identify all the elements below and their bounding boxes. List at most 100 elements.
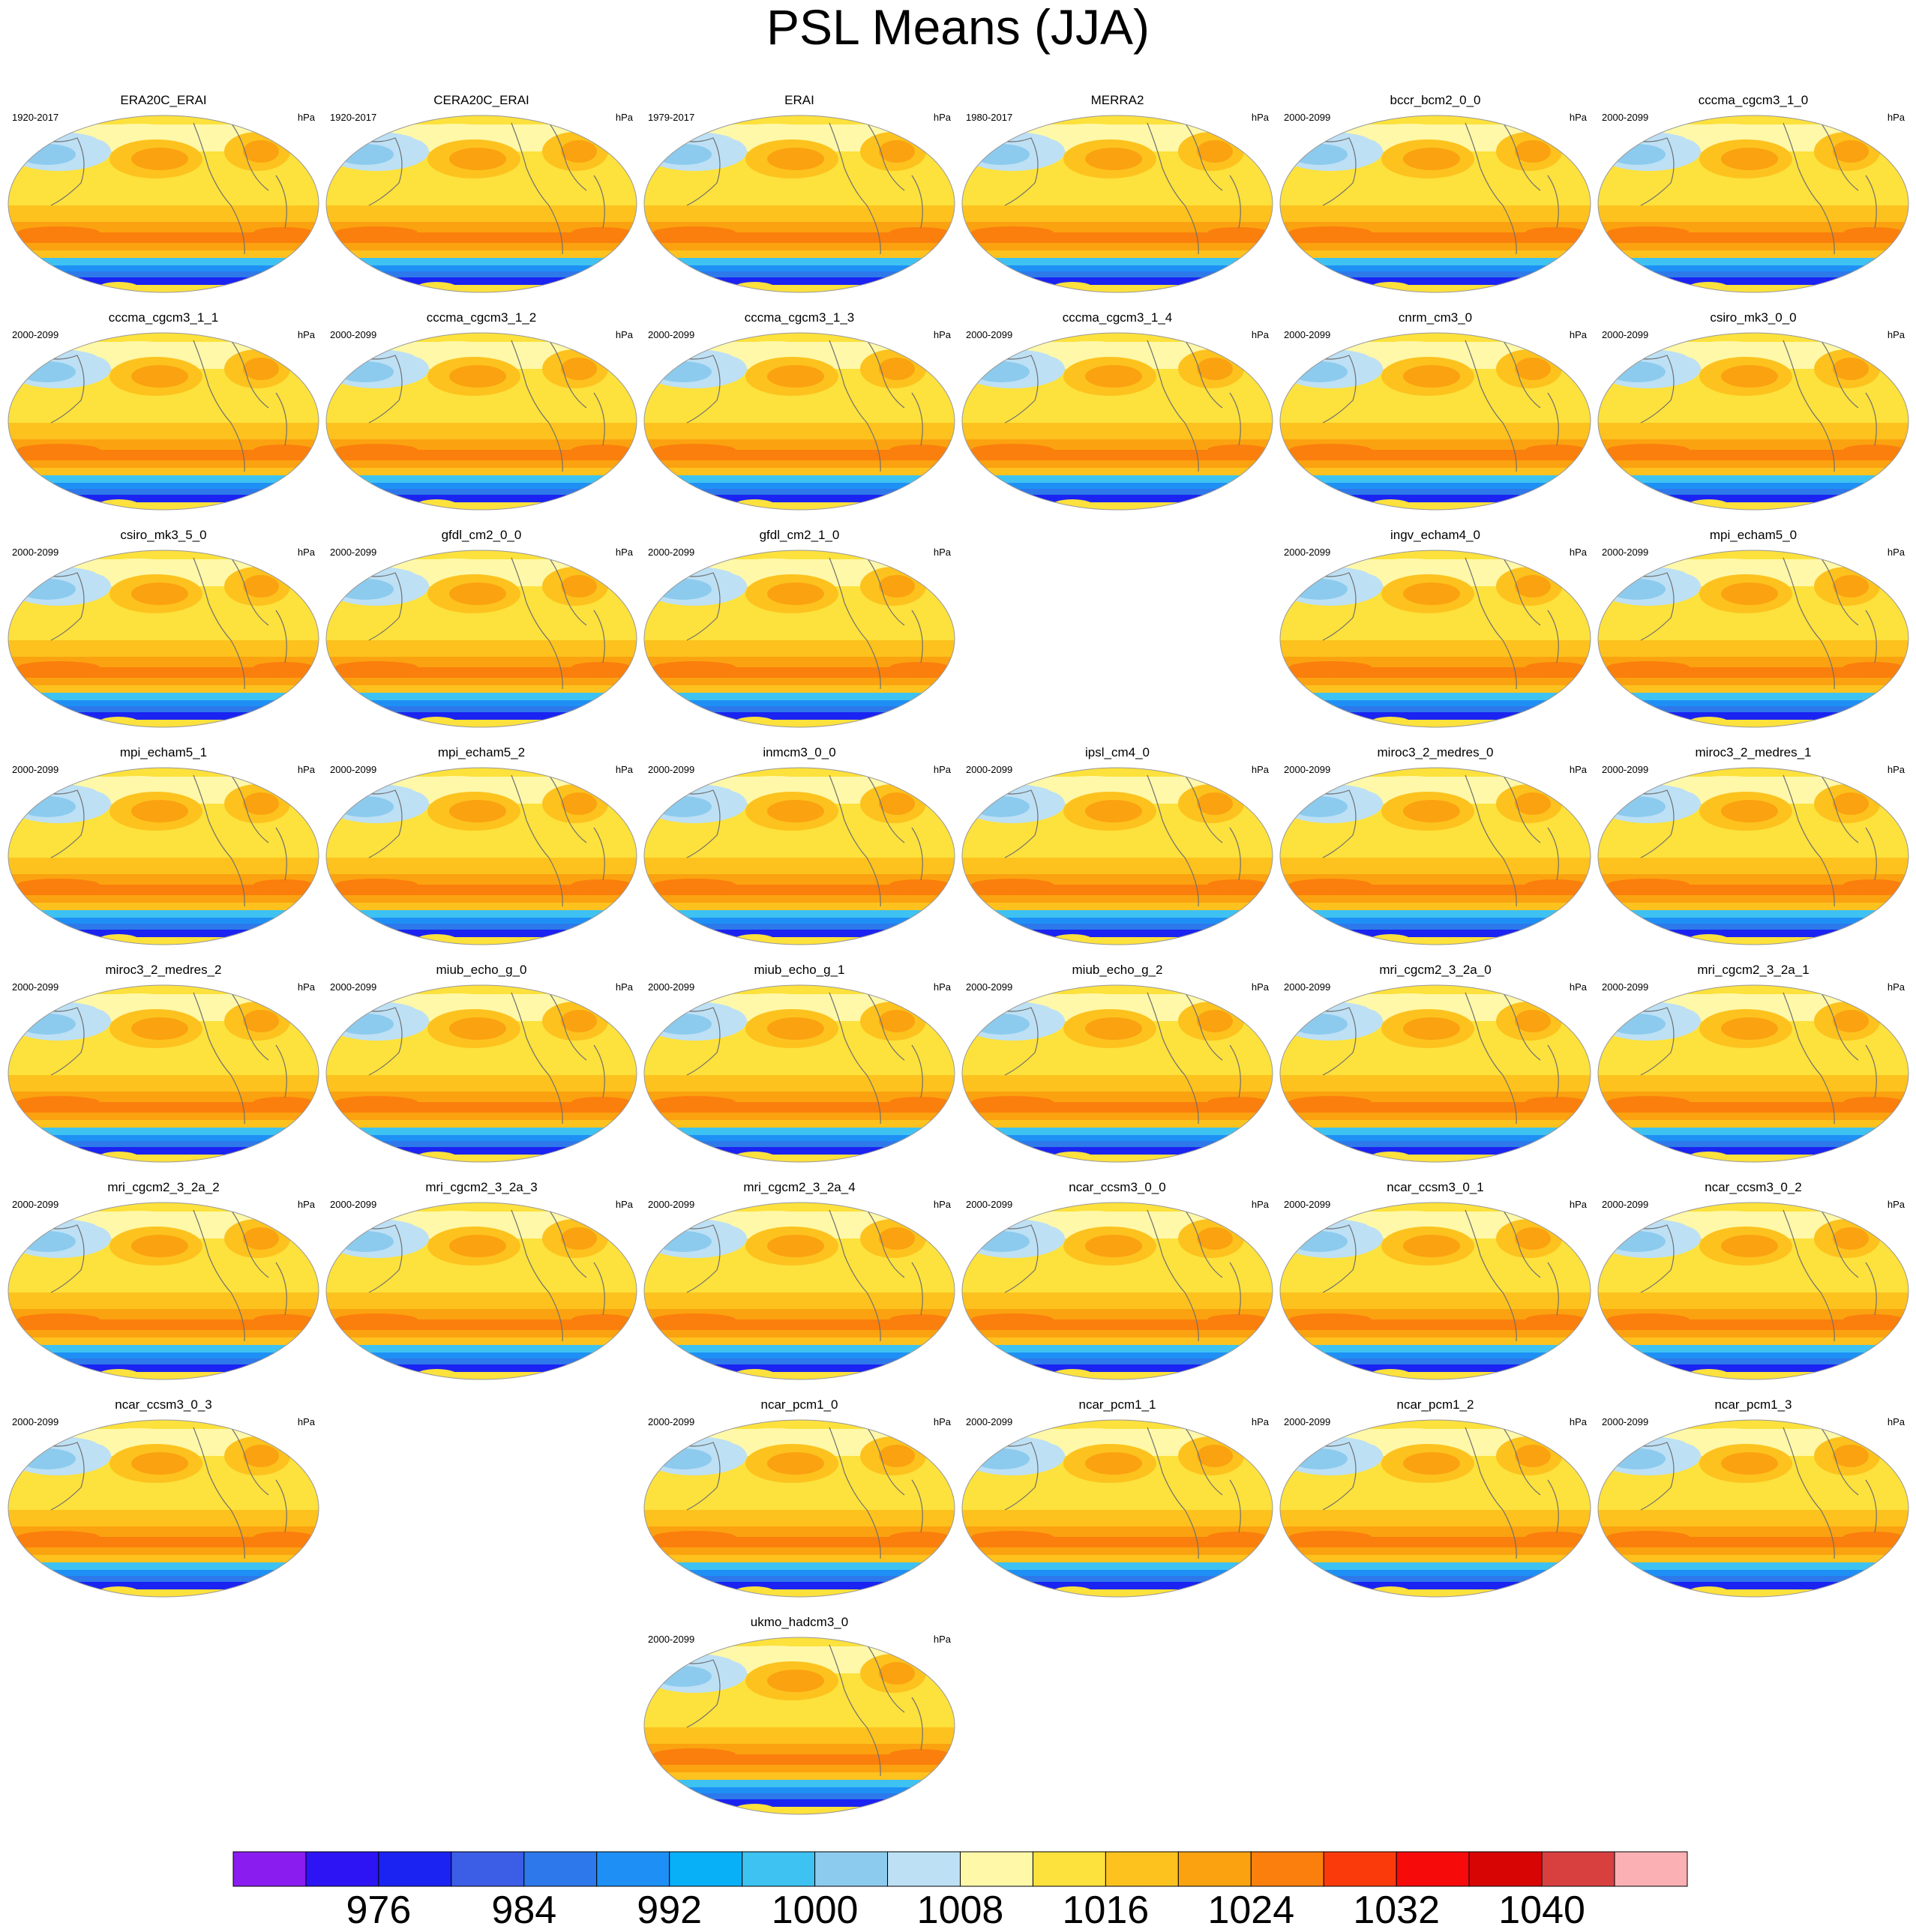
panel-years: 2000-2099 — [330, 1199, 377, 1210]
pressure-field — [1598, 115, 1909, 292]
robinson-map — [1597, 115, 1909, 293]
pressure-field — [962, 115, 1273, 292]
panel-title: mpi_echam5_1 — [119, 745, 208, 759]
panel-units: hPa — [615, 547, 633, 558]
panel-years: 2000-2099 — [648, 981, 695, 993]
map-panel: bccr_bcm2_0_0 2000-2099 hPa — [1278, 93, 1593, 295]
robinson-map — [7, 984, 319, 1163]
pressure-field — [962, 985, 1273, 1162]
panel-units: hPa — [1569, 112, 1587, 123]
map-panel: CERA20C_ERAI 1920-2017 hPa — [324, 93, 639, 295]
panel-years: 2000-2099 — [1602, 1416, 1649, 1427]
panel-units: hPa — [1569, 1199, 1587, 1210]
panel-title: CERA20C_ERAI — [433, 93, 529, 107]
robinson-map — [325, 1202, 637, 1380]
pressure-field — [326, 768, 637, 945]
panel-years: 2000-2099 — [648, 1416, 695, 1427]
panel-units: hPa — [1251, 1199, 1269, 1210]
robinson-map — [643, 115, 955, 293]
map-panel: cccma_cgcm3_1_1 2000-2099 hPa — [6, 310, 321, 513]
robinson-map — [1597, 550, 1909, 728]
colorbar-swatch — [1614, 1851, 1688, 1887]
panel-units: hPa — [297, 329, 315, 340]
robinson-map — [1597, 767, 1909, 945]
panel-title: ukmo_hadcm3_0 — [750, 1615, 849, 1629]
panel-title: cccma_cgcm3_1_2 — [426, 310, 537, 325]
pressure-field — [1280, 1203, 1591, 1379]
coastlines — [353, 340, 605, 472]
panel-years: 1920-2017 — [330, 112, 377, 123]
robinson-map — [1279, 550, 1591, 728]
robinson-map — [325, 332, 637, 511]
panel-years: 2000-2099 — [1284, 1416, 1331, 1427]
pressure-field — [1598, 768, 1909, 945]
coastlines — [353, 774, 605, 907]
panel-years: 2000-2099 — [330, 981, 377, 993]
map-panel: miub_echo_g_1 2000-2099 hPa — [642, 963, 957, 1165]
coastlines — [1307, 340, 1559, 472]
robinson-map — [961, 1419, 1273, 1598]
colorbar-label: 1008 — [916, 1889, 1004, 1932]
robinson-map — [1597, 332, 1909, 511]
map-panel: miub_echo_g_2 2000-2099 hPa — [960, 963, 1275, 1165]
panel-years: 2000-2099 — [648, 547, 695, 558]
coastlines — [989, 1427, 1241, 1559]
coastlines — [671, 774, 923, 907]
panel-units: hPa — [1887, 112, 1905, 123]
panel-units: hPa — [933, 764, 951, 775]
robinson-map — [1279, 1419, 1591, 1598]
panel-title: ipsl_cm4_0 — [1085, 745, 1150, 759]
panel-title: miroc3_2_medres_0 — [1377, 745, 1494, 759]
panel-years: 2000-2099 — [1284, 981, 1331, 993]
panel-units: hPa — [297, 764, 315, 775]
pressure-field — [644, 1637, 955, 1814]
panel-years: 1920-2017 — [12, 112, 59, 123]
coastlines — [1625, 1427, 1877, 1559]
panel-title: mpi_echam5_0 — [1709, 528, 1798, 542]
map-panel: ncar_pcm1_1 2000-2099 hPa — [960, 1397, 1275, 1600]
map-panel: ncar_pcm1_0 2000-2099 hPa — [642, 1397, 957, 1600]
panel-title: ncar_ccsm3_0_0 — [1069, 1180, 1166, 1194]
coastlines — [1307, 557, 1559, 690]
colorbar-swatch — [669, 1851, 743, 1887]
panel-title: ERA20C_ERAI — [120, 93, 207, 107]
pressure-field — [326, 333, 637, 510]
robinson-map — [1597, 984, 1909, 1163]
pressure-field — [1280, 985, 1591, 1162]
map-panel: mri_cgcm2_3_2a_0 2000-2099 hPa — [1278, 963, 1593, 1165]
coastlines — [671, 992, 923, 1125]
coastlines — [353, 557, 605, 690]
panel-years: 2000-2099 — [1602, 329, 1649, 340]
panel-title: ERAI — [784, 93, 814, 107]
panel-years: 2000-2099 — [1602, 112, 1649, 123]
pressure-field — [1598, 550, 1909, 727]
panel-years: 2000-2099 — [1602, 764, 1649, 775]
coastlines — [35, 1427, 287, 1559]
coastlines — [1625, 340, 1877, 472]
colorbar-swatch — [1105, 1851, 1179, 1887]
pressure-field — [1280, 115, 1591, 292]
panel-units: hPa — [933, 329, 951, 340]
panel-units: hPa — [1887, 981, 1905, 993]
pressure-field — [326, 115, 637, 292]
pressure-field — [8, 1420, 319, 1597]
panel-title: cccma_cgcm3_1_1 — [108, 310, 219, 325]
panel-years: 2000-2099 — [1602, 981, 1649, 993]
coastlines — [35, 340, 287, 472]
robinson-map — [1279, 1202, 1591, 1380]
coastlines — [35, 992, 287, 1125]
panel-units: hPa — [1887, 764, 1905, 775]
panel-units: hPa — [615, 981, 633, 993]
coastlines — [1307, 774, 1559, 907]
robinson-map — [961, 767, 1273, 945]
pressure-field — [644, 333, 955, 510]
map-panel: miroc3_2_medres_1 2000-2099 hPa — [1596, 745, 1911, 948]
pressure-field — [644, 768, 955, 945]
panel-title: miub_echo_g_2 — [1072, 963, 1163, 977]
map-panel: mri_cgcm2_3_2a_3 2000-2099 hPa — [324, 1180, 639, 1382]
colorbar-swatch — [1396, 1851, 1470, 1887]
map-panel: mpi_echam5_0 2000-2099 hPa — [1596, 528, 1911, 730]
colorbar-label: 992 — [637, 1889, 703, 1932]
panel-units: hPa — [933, 1199, 951, 1210]
colorbar-swatch — [814, 1851, 889, 1887]
